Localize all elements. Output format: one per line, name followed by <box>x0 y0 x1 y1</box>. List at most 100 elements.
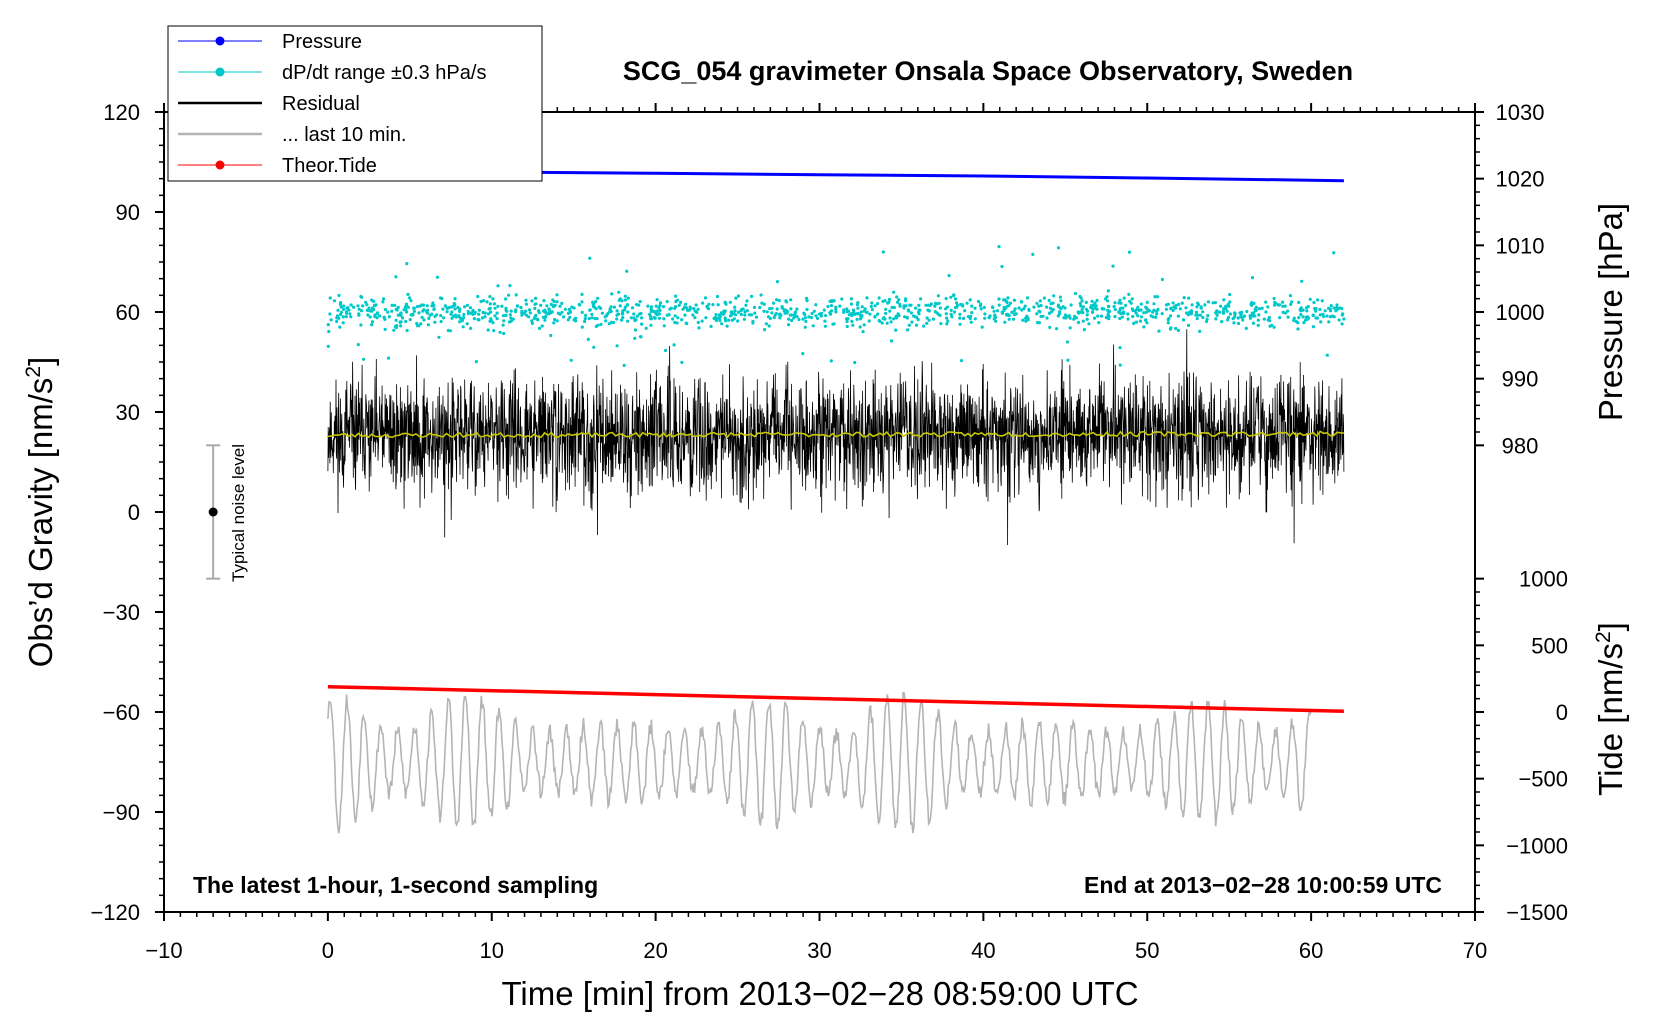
dpdt-point <box>473 311 477 316</box>
dpdt-point <box>372 307 376 312</box>
dpdt-point <box>332 299 337 303</box>
dpdt-point <box>1204 319 1209 324</box>
tide-tick-label: −500 <box>1518 767 1568 792</box>
dpdt-point <box>1008 301 1013 305</box>
dpdt-point <box>616 312 621 316</box>
dpdt-point <box>1119 306 1123 310</box>
dpdt-point <box>1076 320 1081 325</box>
tide-axis-title: Tide [nm/s2] <box>1592 622 1629 796</box>
dpdt-point <box>1130 297 1134 301</box>
dpdt-point <box>881 299 885 303</box>
dpdt-point <box>1241 318 1245 322</box>
dpdt-point <box>962 316 966 320</box>
dpdt-points <box>326 245 1346 367</box>
dpdt-point <box>946 319 950 323</box>
dpdt-point <box>979 307 983 311</box>
pressure-tick-label: 1010 <box>1496 233 1545 258</box>
dpdt-point <box>1129 301 1133 305</box>
dpdt-point <box>1292 318 1296 322</box>
dpdt-point <box>675 298 680 302</box>
dpdt-point <box>1318 307 1322 312</box>
dpdt-point <box>524 298 528 302</box>
dpdt-point <box>349 303 353 307</box>
dpdt-point <box>1145 300 1149 304</box>
dpdt-point <box>425 304 429 308</box>
dpdt-point <box>1174 303 1178 307</box>
legend-label: dP/dt range ±0.3 hPa/s <box>282 62 486 84</box>
dpdt-point <box>524 313 528 317</box>
dpdt-point <box>1069 303 1073 307</box>
dpdt-point <box>709 324 713 328</box>
dpdt-point <box>607 322 611 326</box>
dpdt-point <box>1257 307 1262 311</box>
dpdt-point <box>747 313 751 317</box>
dpdt-point <box>399 324 403 328</box>
dpdt-point <box>1058 295 1062 299</box>
dpdt-point <box>917 308 921 312</box>
dpdt-point <box>449 312 453 316</box>
dpdt-point <box>1052 294 1056 298</box>
dpdt-point <box>679 300 683 304</box>
dpdt-point <box>617 290 621 294</box>
dpdt-point <box>1206 300 1210 304</box>
dpdt-point <box>1220 320 1224 324</box>
dpdt-point <box>1251 321 1255 325</box>
dpdt-point <box>1308 297 1312 301</box>
dpdt-point <box>348 312 352 316</box>
dpdt-point <box>1056 304 1060 308</box>
dpdt-point <box>1332 306 1336 310</box>
dpdt-point <box>762 309 766 313</box>
dpdt-point <box>754 315 759 319</box>
dpdt-point <box>1242 314 1247 318</box>
dpdt-point <box>655 313 659 317</box>
dpdt-point <box>770 311 774 315</box>
dpdt-point <box>958 322 962 326</box>
dpdt-point <box>1228 312 1232 316</box>
dpdt-point <box>370 323 374 327</box>
dpdt-point <box>488 306 492 310</box>
dpdt-point <box>915 315 919 319</box>
dpdt-point <box>486 328 490 332</box>
dpdt-point <box>346 306 350 310</box>
dpdt-point <box>493 306 497 310</box>
dpdt-point <box>1342 317 1346 321</box>
dpdt-point <box>498 330 502 334</box>
dpdt-point <box>1203 303 1207 307</box>
tide-tick-label: −1000 <box>1506 833 1568 858</box>
dpdt-point <box>555 300 559 304</box>
dpdt-point <box>373 313 377 317</box>
dpdt-point <box>1316 298 1320 302</box>
dpdt-point <box>420 315 424 319</box>
dpdt-point <box>394 318 398 322</box>
dpdt-point <box>1329 304 1333 308</box>
x-tick-label: 60 <box>1299 938 1323 963</box>
dpdt-point <box>1035 312 1039 316</box>
dpdt-point <box>674 294 678 298</box>
dpdt-point <box>1289 302 1293 306</box>
dpdt-point <box>782 309 786 313</box>
dpdt-point <box>822 308 826 312</box>
dpdt-point <box>1312 300 1316 305</box>
dpdt-point <box>1155 309 1159 313</box>
dpdt-point <box>727 318 731 322</box>
dpdt-point <box>335 314 340 318</box>
dpdt-point <box>787 317 791 321</box>
dpdt-point <box>357 313 361 317</box>
dpdt-point <box>387 315 391 319</box>
dpdt-point <box>552 321 556 325</box>
dpdt-point <box>528 311 532 315</box>
dpdt-point <box>1226 318 1230 322</box>
dpdt-point <box>1022 307 1026 311</box>
dpdt-point <box>468 306 472 310</box>
dpdt-point <box>1119 312 1123 316</box>
dpdt-point <box>1325 353 1329 357</box>
dpdt-point <box>669 306 673 310</box>
dpdt-point <box>792 316 796 320</box>
dpdt-point <box>1169 326 1173 330</box>
dpdt-point <box>1085 317 1089 321</box>
dpdt-point <box>733 305 737 309</box>
dpdt-point <box>1211 301 1215 305</box>
dpdt-point <box>955 301 959 305</box>
dpdt-point <box>1160 312 1164 316</box>
dpdt-point <box>1206 314 1210 318</box>
